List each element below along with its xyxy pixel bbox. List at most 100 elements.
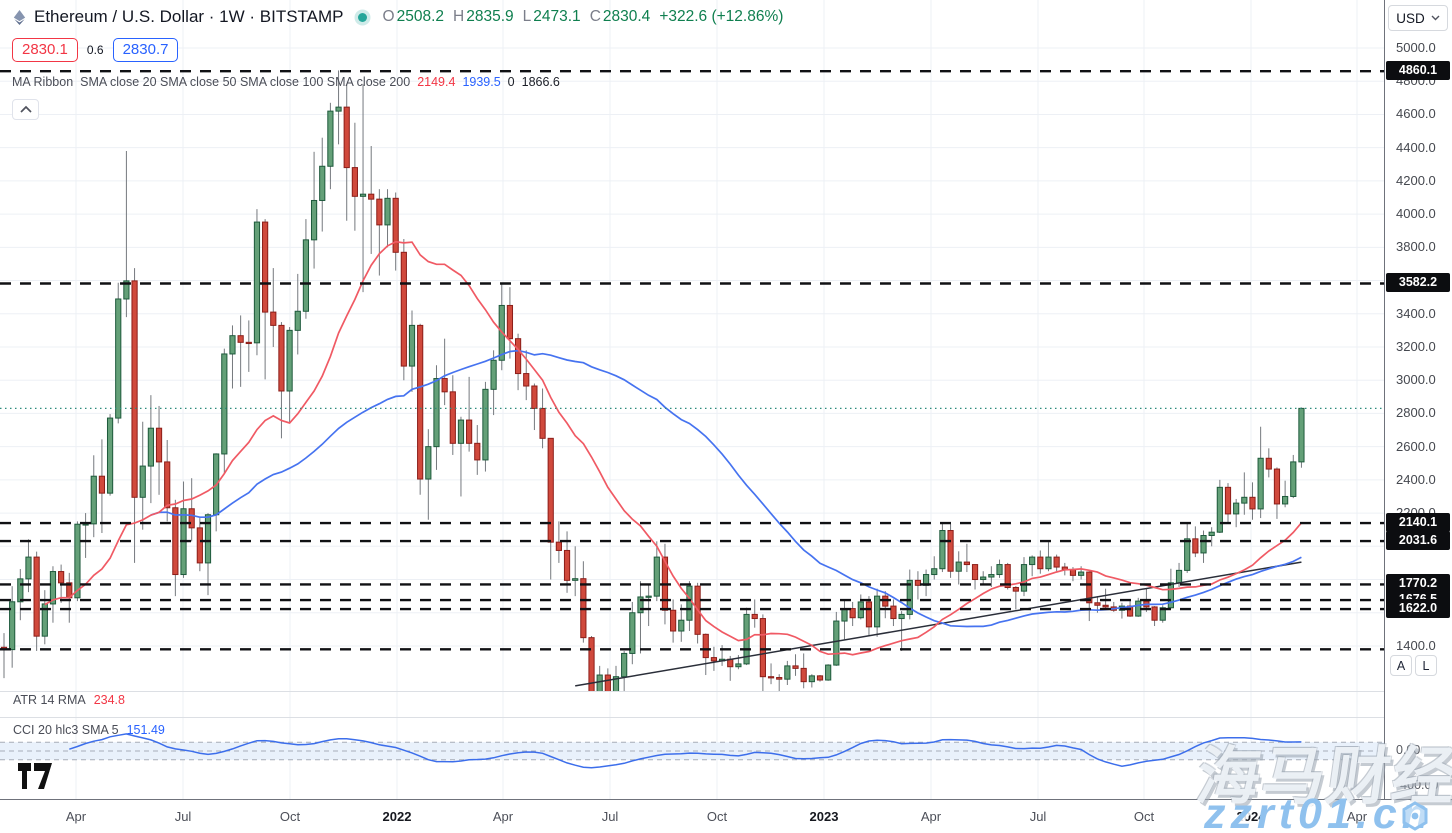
atr-indicator-title[interactable]: ATR 14 RMA xyxy=(13,693,86,707)
candle-up xyxy=(310,199,318,241)
candle-down xyxy=(792,665,799,669)
candle-down xyxy=(466,419,473,444)
candle-down xyxy=(1094,602,1101,606)
candle-down xyxy=(531,385,538,409)
ma-ribbon-legend: MA Ribbon SMA close 20 SMA close 50 SMA … xyxy=(12,75,783,89)
price-axis[interactable]: USD A L 5000.0 4800.0 4600.0 4400.0 4200.0 40… xyxy=(1384,0,1452,833)
price-level-badge: 2031.6 xyxy=(1386,531,1450,551)
candle-up xyxy=(637,596,644,614)
time-tick-year: 2022 xyxy=(382,809,412,824)
price-level-lines xyxy=(0,70,1384,651)
candle-up xyxy=(988,574,995,578)
symbol-row: Ethereum / U.S. Dollar · 1W · BITSTAMP O… xyxy=(12,6,783,28)
candle-up xyxy=(1045,556,1052,570)
candle-up xyxy=(841,608,848,622)
candle-down xyxy=(400,251,407,367)
candle-up xyxy=(898,613,905,620)
time-tick-year: 2023 xyxy=(809,809,839,824)
candle-down xyxy=(800,667,807,683)
ma-ribbon-value-50: 1939.5 xyxy=(462,75,501,89)
time-tick-label: Oct xyxy=(706,809,728,824)
symbol-title[interactable]: Ethereum / U.S. Dollar · 1W · BITSTAMP xyxy=(34,7,344,26)
candle-down xyxy=(759,618,766,678)
candle-up xyxy=(1233,502,1240,515)
tradingview-logo-icon[interactable] xyxy=(18,763,52,789)
candle-down xyxy=(751,613,758,620)
candle-down xyxy=(1053,556,1060,568)
candle-up xyxy=(319,165,326,201)
currency-label: USD xyxy=(1396,10,1425,26)
candle-down xyxy=(1037,556,1044,570)
candle-down xyxy=(539,407,546,439)
candle-up xyxy=(147,427,154,467)
cci-pane[interactable] xyxy=(0,733,1384,769)
candle-up xyxy=(425,446,432,480)
candle-up xyxy=(90,475,97,525)
cci-value: 151.49 xyxy=(126,723,165,737)
candle-up xyxy=(596,674,603,691)
sma20-line[interactable] xyxy=(44,240,1303,656)
candle-down xyxy=(278,324,285,392)
price-level-badge: 1622.0 xyxy=(1386,599,1450,619)
ma-ribbon-value-200: 1866.6 xyxy=(521,75,560,89)
pane-separator-atr-cci[interactable] xyxy=(0,717,1452,718)
candle-down xyxy=(1273,468,1281,505)
candle-up xyxy=(25,556,32,580)
market-status-dot[interactable] xyxy=(357,12,367,22)
candle-down xyxy=(131,280,138,498)
candle-up xyxy=(906,579,913,615)
pane-separator-main-atr[interactable] xyxy=(0,691,1452,692)
candle-down xyxy=(547,437,554,543)
candle-down xyxy=(710,657,718,662)
candle-down xyxy=(1224,486,1232,515)
candle-up xyxy=(1257,457,1264,510)
candle-down xyxy=(702,633,709,659)
price-tick-label: 3200.0 xyxy=(1396,338,1436,354)
log-scale-button[interactable]: L xyxy=(1415,655,1437,676)
auto-scale-button[interactable]: A xyxy=(1390,655,1412,676)
candle-up xyxy=(221,353,228,455)
ohlc-low: 2473.1 xyxy=(533,8,581,25)
time-tick-label: Apr xyxy=(65,809,87,824)
candle-up xyxy=(612,676,620,691)
price-tick-label: 2800.0 xyxy=(1396,405,1436,421)
ma-ribbon-title[interactable]: MA Ribbon xyxy=(12,75,74,89)
candle-down xyxy=(816,675,824,681)
price-level-badge: 3582.2 xyxy=(1386,273,1450,293)
candle-up xyxy=(980,576,987,581)
candle-down xyxy=(1069,569,1077,576)
ask-button[interactable]: 2830.7 xyxy=(112,38,179,62)
candle-up xyxy=(286,329,293,392)
scale-mode-buttons: A L xyxy=(1390,655,1437,676)
candle-down xyxy=(767,676,775,679)
candle-down xyxy=(776,677,783,680)
main-price-pane[interactable] xyxy=(0,70,1305,732)
candle-up xyxy=(678,619,685,632)
candle-down xyxy=(588,637,595,691)
candle-up xyxy=(115,298,122,419)
candle-up xyxy=(1184,538,1191,571)
candle-up xyxy=(123,280,130,300)
candle-down xyxy=(555,541,562,551)
time-tick-label: Jul xyxy=(1029,809,1047,824)
currency-selector[interactable]: USD xyxy=(1388,5,1448,31)
cci-tick-label: -400.00 xyxy=(1396,778,1439,793)
atr-indicator-legend: ATR 14 RMA 234.8 xyxy=(13,693,125,707)
price-tick-label: 4000.0 xyxy=(1396,206,1436,222)
price-tick-label: 1400.0 xyxy=(1396,637,1436,653)
cci-band xyxy=(0,742,1384,760)
candle-up xyxy=(1298,407,1305,463)
candle-down xyxy=(947,530,954,572)
candle-up xyxy=(808,675,815,683)
candle-down xyxy=(368,193,375,200)
time-axis[interactable]: Apr Jul Oct 2022 Apr Jul Oct 2023 Apr Jul Oct 2024 A… xyxy=(0,799,1452,833)
candle-up xyxy=(253,221,261,344)
legend-collapse-button[interactable] xyxy=(12,99,39,120)
bid-button[interactable]: 2830.1 xyxy=(12,38,78,62)
candle-down xyxy=(188,508,195,529)
price-level-badge: 1770.2 xyxy=(1386,574,1450,594)
candle-up xyxy=(996,564,1003,576)
cci-indicator-title[interactable]: CCI 20 hlc3 SMA 5 xyxy=(13,723,119,737)
